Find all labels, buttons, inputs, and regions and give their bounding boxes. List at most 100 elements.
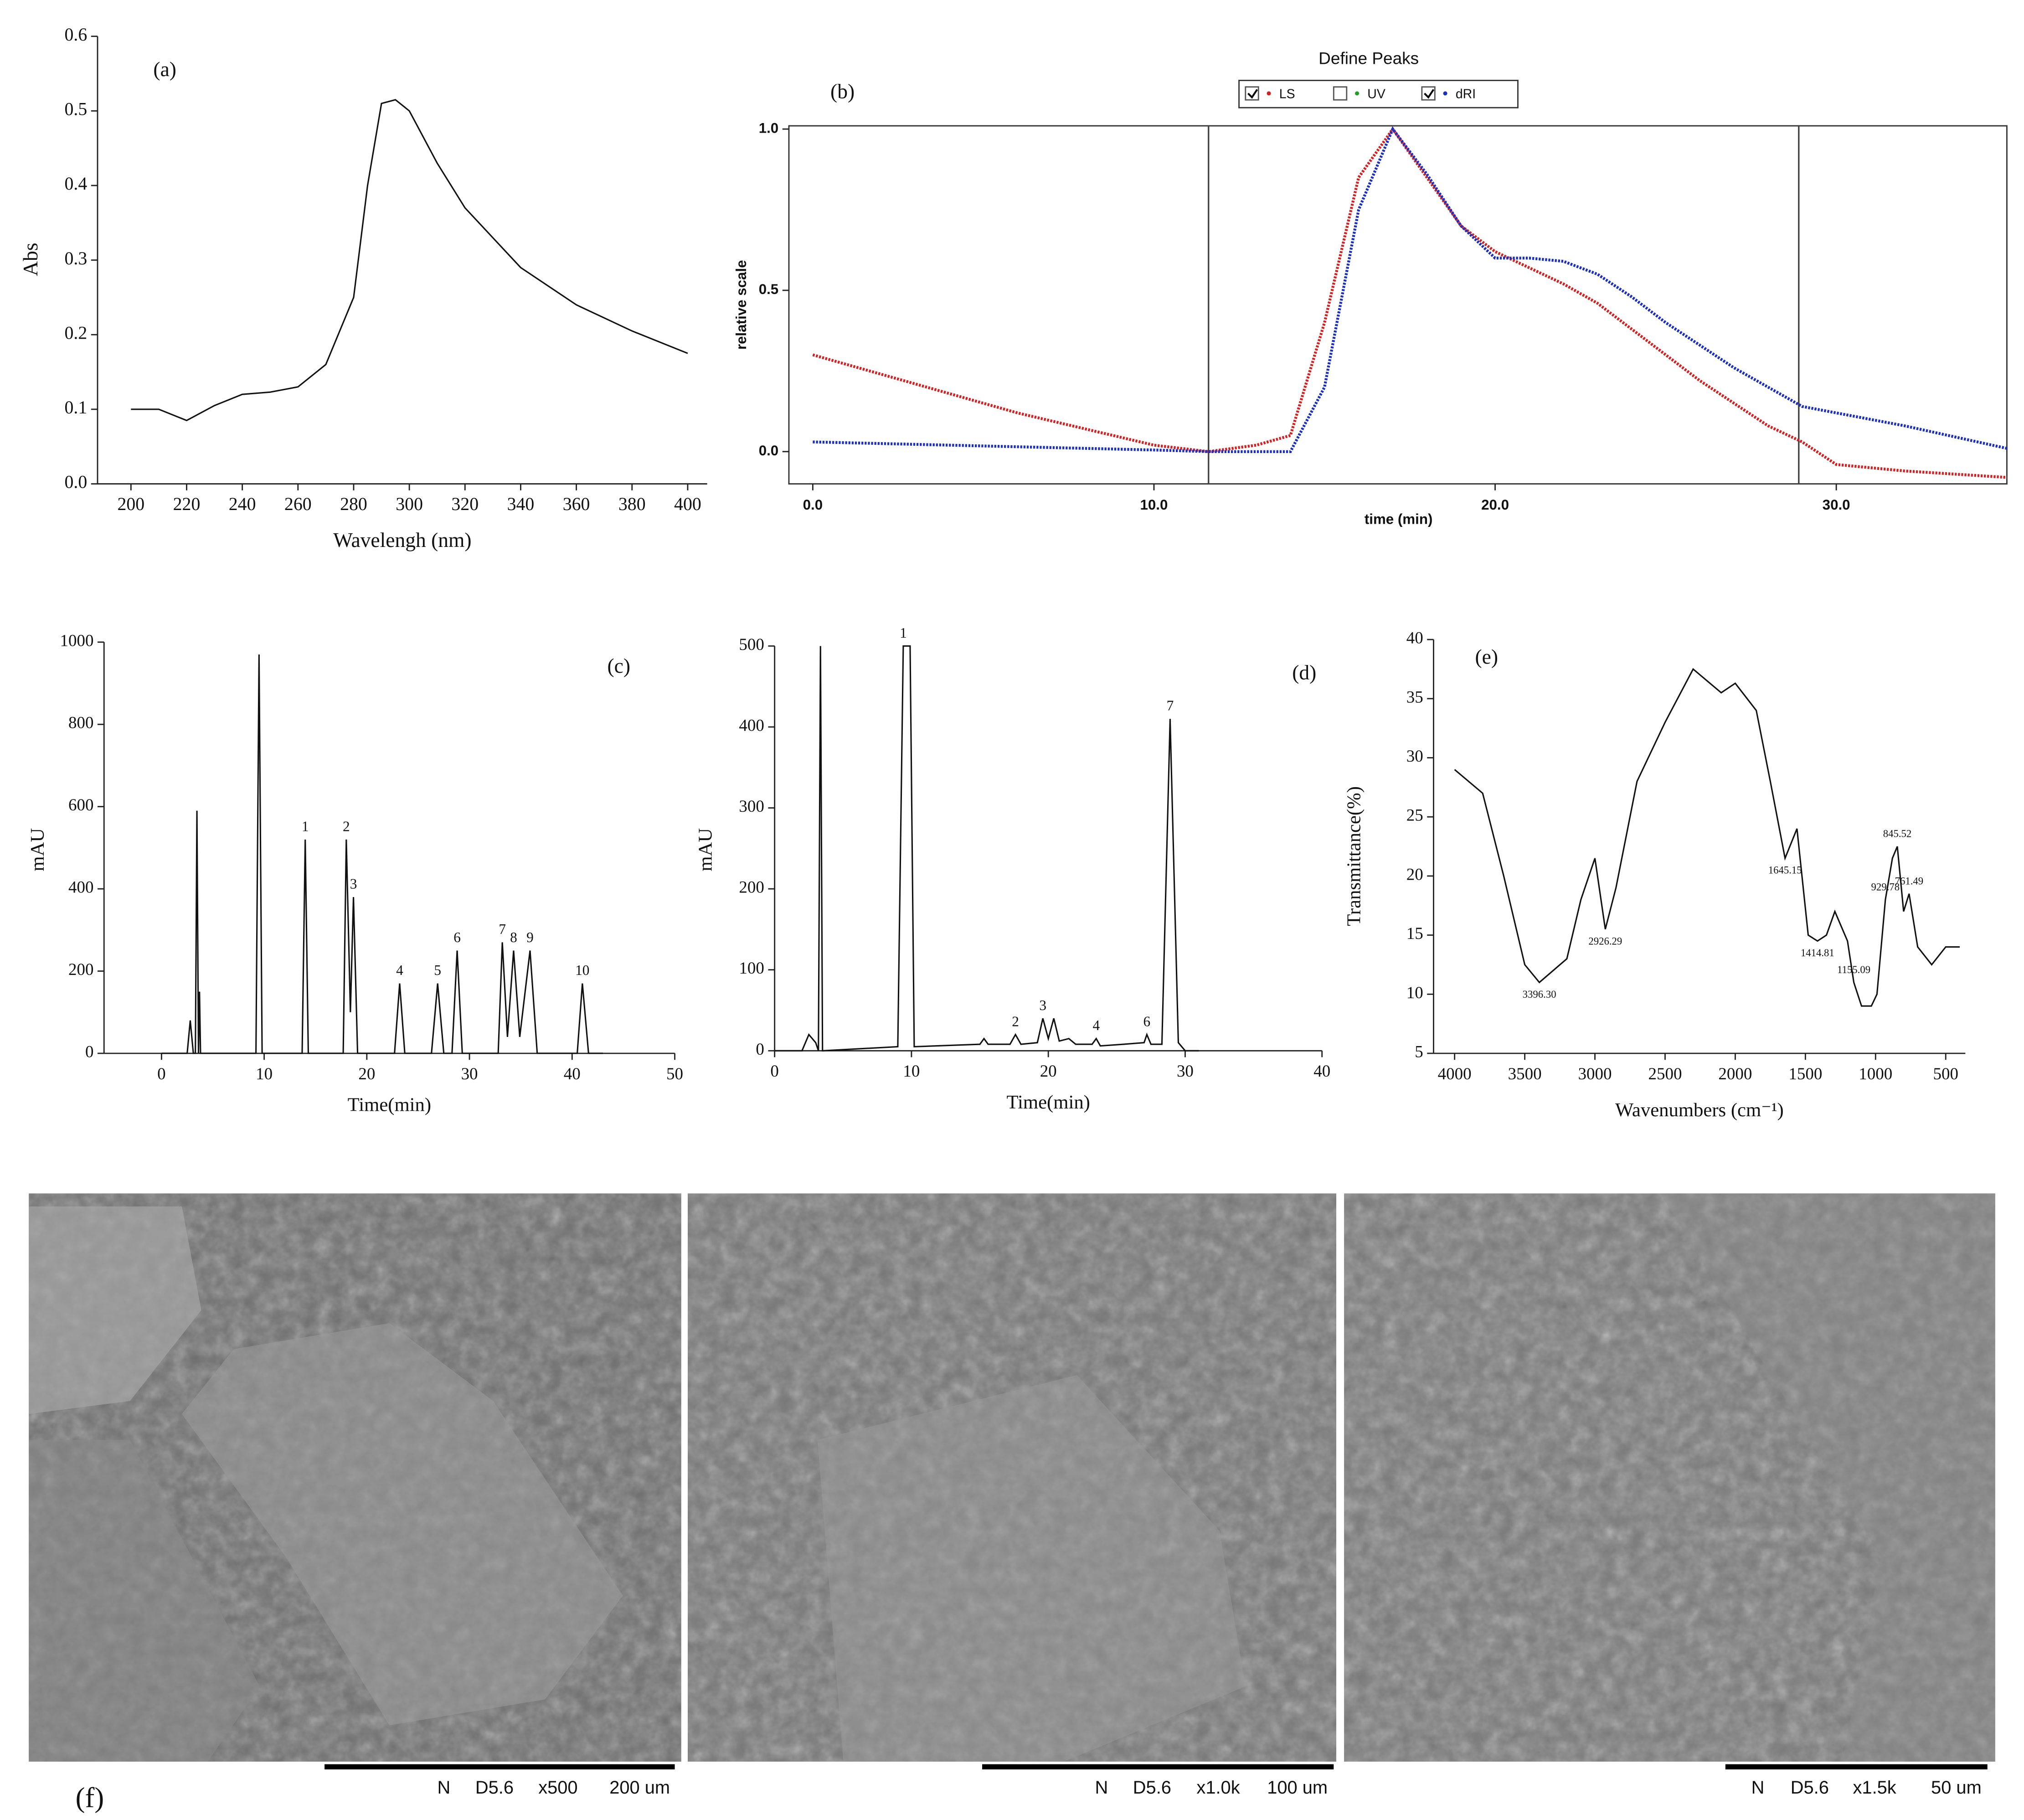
sem-label: x1.0k bbox=[1196, 1778, 1240, 1798]
legend-frame bbox=[1238, 80, 1519, 108]
sem-label: x1.5k bbox=[1853, 1778, 1896, 1798]
x-tick-label: 20 bbox=[1040, 1062, 1057, 1081]
peak-label: 3396.30 bbox=[1523, 989, 1556, 1000]
panel-annotation: (c) bbox=[608, 654, 631, 677]
y-tick-label: 1.0 bbox=[759, 120, 779, 136]
y-tick-label: 40 bbox=[1406, 629, 1423, 648]
peak-label: 3 bbox=[350, 876, 357, 892]
chart-panel: 4000 3500 3000 2500 2000 1500 1000 500 5 10 15 20 25… bbox=[1343, 629, 1966, 1121]
peak-label: 1 bbox=[302, 818, 309, 834]
x-tick-label: 10 bbox=[256, 1065, 273, 1083]
legend-swatch bbox=[1354, 91, 1360, 96]
x-tick-label: 10.0 bbox=[1140, 497, 1168, 513]
chart-title: Define Peaks bbox=[1318, 49, 1419, 68]
y-tick-label: 30 bbox=[1406, 747, 1423, 766]
y-tick-label: 0.5 bbox=[759, 281, 779, 297]
x-axis-title: Time(min) bbox=[1006, 1092, 1090, 1113]
sem-particle bbox=[817, 1375, 1246, 1762]
x-tick-label: 4000 bbox=[1438, 1065, 1472, 1083]
y-tick-label: 1000 bbox=[60, 631, 94, 650]
sem-label: D5.6 bbox=[475, 1778, 514, 1798]
sem-label: N bbox=[438, 1778, 451, 1798]
sem-particle bbox=[182, 1323, 623, 1726]
data-line bbox=[161, 654, 603, 1054]
x-tick-label: 30.0 bbox=[1823, 497, 1850, 513]
x-tick-label: 500 bbox=[1933, 1065, 1958, 1083]
x-tick-label: 20.0 bbox=[1481, 497, 1509, 513]
data-line bbox=[813, 126, 2008, 453]
data-line bbox=[774, 645, 1199, 1052]
x-tick-label: 0 bbox=[770, 1062, 779, 1081]
legend-label: UV bbox=[1367, 87, 1385, 101]
peak-label: 2926.29 bbox=[1588, 935, 1622, 947]
x-tick-label: 30 bbox=[461, 1065, 478, 1083]
y-axis-title: Abs bbox=[19, 243, 42, 276]
x-tick-label: 40 bbox=[564, 1065, 581, 1083]
chart-panel: 0 10 20 30 400100200300400500Time(min)mAU(d)… bbox=[695, 625, 1330, 1113]
sem-texture bbox=[1344, 1193, 1995, 1762]
peak-label: 7 bbox=[499, 921, 506, 937]
x-axis-title: Time(min) bbox=[348, 1094, 431, 1115]
legend-swatch bbox=[1443, 91, 1447, 96]
x-tick-label: 400 bbox=[674, 494, 701, 514]
y-tick-label: 100 bbox=[739, 959, 764, 978]
y-tick-label: 0.6 bbox=[64, 24, 87, 45]
x-tick-label: 200 bbox=[117, 494, 144, 514]
y-tick-label: 0.3 bbox=[64, 248, 87, 268]
data-line bbox=[1454, 668, 1960, 1007]
legend-check bbox=[1247, 89, 1258, 99]
chart-panel: 0.0 10.0 20.0 30.0 0.0 0.5 1.0 time (min) relati… bbox=[733, 49, 2008, 527]
peak-label: 2 bbox=[343, 818, 350, 834]
peak-label: 7 bbox=[1167, 698, 1174, 714]
x-tick-label: 2500 bbox=[1648, 1065, 1682, 1083]
x-axis-title: Wavenumbers (cm⁻¹) bbox=[1615, 1099, 1784, 1121]
data-line bbox=[131, 99, 688, 422]
y-tick-label: 0 bbox=[85, 1042, 94, 1061]
x-tick-label: 10 bbox=[903, 1062, 920, 1081]
chart-panel: 200 220 240 260 280 300 320 340 360 380 400 0.0 0.1 0… bbox=[19, 24, 707, 552]
sem-label: 50 um bbox=[1931, 1778, 1982, 1798]
peak-label: 2 bbox=[1012, 1013, 1019, 1029]
x-tick-label: 30 bbox=[1177, 1062, 1194, 1081]
plot-frame bbox=[788, 125, 2008, 485]
panel-annotation: (b) bbox=[830, 79, 855, 103]
y-tick-label: 200 bbox=[68, 960, 93, 979]
x-tick-label: 40 bbox=[1313, 1062, 1330, 1081]
panel-annotation: (f) bbox=[76, 1782, 104, 1814]
legend-swatch bbox=[1267, 91, 1271, 96]
legend-label: LS bbox=[1279, 87, 1295, 101]
sem-label: N bbox=[1095, 1778, 1108, 1798]
x-tick-label: 0.0 bbox=[803, 497, 823, 513]
y-tick-label: 200 bbox=[739, 878, 764, 897]
panel-annotation: (a) bbox=[153, 57, 176, 81]
y-tick-label: 300 bbox=[739, 797, 764, 816]
sem-panels bbox=[29, 1193, 1995, 1762]
peak-label: 3 bbox=[1039, 997, 1046, 1013]
peak-label: 8 bbox=[510, 929, 517, 945]
y-tick-label: 0.5 bbox=[64, 98, 87, 119]
y-tick-label: 0.2 bbox=[64, 322, 87, 343]
y-tick-label: 400 bbox=[68, 878, 93, 897]
y-tick-label: 400 bbox=[739, 716, 764, 735]
x-tick-label: 320 bbox=[451, 494, 479, 514]
x-tick-label: 20 bbox=[358, 1065, 375, 1083]
x-tick-label: 260 bbox=[284, 494, 312, 514]
x-tick-label: 2000 bbox=[1718, 1065, 1752, 1083]
peak-label: 9 bbox=[526, 929, 534, 945]
peak-label: 4 bbox=[1092, 1017, 1100, 1033]
y-axis-title: mAU bbox=[695, 828, 716, 871]
sem-particle bbox=[29, 1440, 260, 1762]
x-tick-label: 3500 bbox=[1508, 1065, 1542, 1083]
x-tick-label: 220 bbox=[173, 494, 201, 514]
x-tick-label: 50 bbox=[666, 1065, 683, 1083]
y-axis-title: mAU bbox=[27, 828, 48, 871]
y-tick-label: 0.1 bbox=[64, 397, 87, 418]
x-tick-label: 0 bbox=[157, 1065, 166, 1083]
y-tick-label: 500 bbox=[739, 635, 764, 654]
sem-label: 100 um bbox=[1267, 1778, 1328, 1798]
y-axis-title: relative scale bbox=[733, 260, 749, 350]
x-tick-label: 3000 bbox=[1578, 1065, 1612, 1083]
peak-label: 5 bbox=[434, 962, 441, 978]
sem-particle bbox=[1660, 1193, 1995, 1762]
